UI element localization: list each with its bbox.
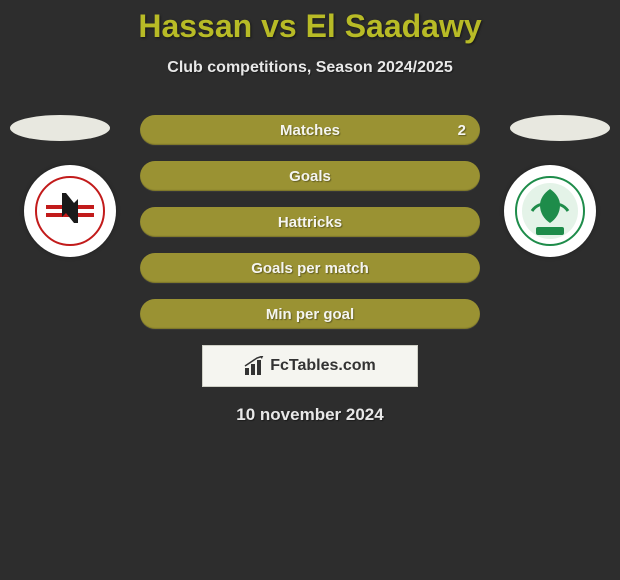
stat-row-matches: Matches 2 [140, 115, 480, 145]
team-left-icon [34, 175, 106, 247]
team-right-icon [514, 175, 586, 247]
stat-value-right: 2 [458, 122, 466, 139]
stat-label: Min per goal [266, 306, 354, 323]
oval-left [10, 115, 110, 141]
stat-row-hattricks: Hattricks [140, 207, 480, 237]
stat-row-goals: Goals [140, 161, 480, 191]
subtitle: Club competitions, Season 2024/2025 [0, 59, 620, 77]
stat-row-mpg: Min per goal [140, 299, 480, 329]
stat-label: Goals per match [251, 260, 369, 277]
stat-label: Hattricks [278, 214, 342, 231]
brand-text: FcTables.com [270, 357, 376, 375]
stat-row-gpm: Goals per match [140, 253, 480, 283]
zamalek-logo [24, 165, 116, 257]
almasry-logo [504, 165, 596, 257]
brand-bar[interactable]: FcTables.com [202, 345, 418, 387]
oval-right [510, 115, 610, 141]
date-text: 10 november 2024 [0, 405, 620, 425]
header: Hassan vs El Saadawy Club competitions, … [0, 0, 620, 77]
content: Matches 2 Goals Hattricks Goals per matc… [0, 115, 620, 425]
chart-icon [244, 356, 266, 376]
page-title: Hassan vs El Saadawy [0, 8, 620, 45]
stat-label: Matches [280, 122, 340, 139]
stat-label: Goals [289, 168, 331, 185]
